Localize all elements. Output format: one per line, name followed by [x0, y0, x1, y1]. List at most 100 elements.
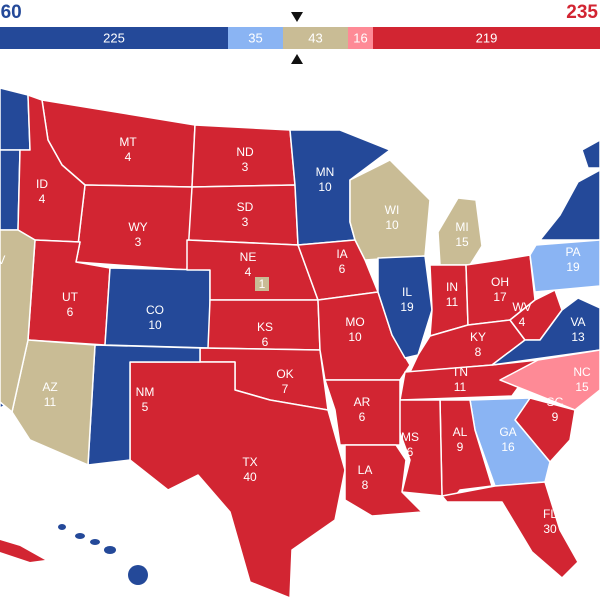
state-abbr: KY — [470, 330, 486, 344]
ev-bar: 225 35 43 16 219 — [0, 27, 600, 49]
state-abbr: WI — [385, 203, 400, 217]
state-ev: 11 — [446, 295, 459, 309]
state-abbr: SC — [547, 395, 564, 409]
island-shape — [104, 546, 116, 554]
island-shape — [58, 524, 66, 530]
state-abbr: NE — [240, 250, 257, 264]
left-total: 260 — [0, 2, 22, 23]
state-abbr: OH — [491, 275, 509, 289]
states — [0, 94, 600, 599]
state-shape — [344, 444, 423, 517]
state-abbr: NC — [573, 365, 591, 379]
state-shape — [129, 361, 346, 599]
state-abbr: MO — [345, 315, 364, 329]
midpoint-arrow-up — [291, 54, 303, 64]
state-abbr: WV — [512, 300, 531, 314]
state-ev: 19 — [400, 300, 414, 314]
state-ev: 9 — [552, 410, 559, 424]
state-abbr: ND — [236, 145, 254, 159]
state-abbr: MS — [401, 430, 419, 444]
state-ev: 4 — [39, 192, 46, 206]
state-abbr: AR — [354, 395, 371, 409]
bar-segment — [283, 27, 348, 49]
state-abbr: CO — [146, 303, 164, 317]
state-shape — [529, 239, 600, 293]
state-ev: 3 — [242, 215, 249, 229]
island-shape — [90, 539, 100, 545]
bar-segment — [0, 27, 228, 49]
bar-segment — [373, 27, 600, 49]
state-ev: 4 — [519, 315, 526, 329]
bar-segment — [228, 27, 283, 49]
state-abbr: MT — [119, 135, 137, 149]
state-abbr: VA — [570, 315, 585, 329]
state-ev: 16 — [501, 440, 515, 454]
state-abbr: MN — [316, 165, 335, 179]
state-abbr: PA — [565, 245, 580, 259]
state-ev: 6 — [407, 445, 414, 459]
state-ev: 19 — [566, 260, 580, 274]
state-ev: 3 — [135, 235, 142, 249]
state-abbr: IL — [402, 285, 412, 299]
state-ev: 17 — [493, 290, 507, 304]
state-ev: 5 — [142, 400, 149, 414]
state-ev: 7 — [282, 382, 289, 396]
state-shape — [441, 481, 579, 579]
bar-segment-label: 225 — [103, 30, 125, 45]
state-abbr: TX — [242, 455, 257, 469]
state-shape — [491, 297, 600, 366]
right-total: 235 — [566, 2, 598, 23]
bar-segment-label: 43 — [308, 30, 322, 45]
state-shape — [377, 255, 433, 359]
state-shape — [0, 229, 36, 413]
state-abbr: IA — [336, 247, 347, 261]
bar-segment — [348, 27, 373, 49]
state-ev: 4 — [125, 150, 132, 164]
state-ev: 6 — [262, 335, 269, 349]
state-abbr: IN — [446, 280, 458, 294]
state-abbr: OK — [276, 367, 293, 381]
state-ev: 15 — [455, 235, 469, 249]
state-ev: 6 — [0, 268, 1, 282]
state-ev: 9 — [457, 440, 464, 454]
state-shape — [0, 87, 31, 151]
state-abbr: GA — [499, 425, 516, 439]
state-ev: 6 — [339, 262, 346, 276]
state-ev: 10 — [385, 218, 399, 232]
state-ev: 15 — [575, 380, 589, 394]
bar-segment-label: 219 — [476, 30, 498, 45]
state-ev: 11 — [454, 380, 467, 394]
state-shape — [0, 149, 21, 231]
state-abbr: AZ — [42, 380, 57, 394]
district-ev: 1 — [259, 277, 266, 291]
state-ev: 30 — [543, 522, 557, 536]
state-ev: 3 — [242, 160, 249, 174]
state-shape — [581, 139, 600, 169]
state-ev: 40 — [243, 470, 257, 484]
state-abbr: HI — [112, 563, 124, 577]
state-abbr: TN — [452, 365, 468, 379]
state-abbr: AL — [453, 425, 468, 439]
alaska-shape — [0, 540, 45, 562]
state-ev: 6 — [359, 410, 366, 424]
bar-segment-label: 16 — [353, 30, 367, 45]
state-ev: 8 — [362, 478, 369, 492]
state-ev: 10 — [348, 330, 362, 344]
state-abbr: NV — [0, 253, 5, 267]
state-abbr: FL — [543, 507, 557, 521]
state-abbr: NM — [136, 385, 155, 399]
state-abbr: MI — [455, 220, 468, 234]
state-ev: 10 — [318, 180, 332, 194]
state-ev: 4 — [245, 265, 252, 279]
state-abbr: UT — [62, 290, 79, 304]
bar-segment-label: 35 — [248, 30, 262, 45]
state-abbr: KS — [257, 320, 273, 334]
state-ev: 13 — [571, 330, 585, 344]
state-ev: 8 — [475, 345, 482, 359]
state-ev: 11 — [44, 395, 57, 409]
state-ev: 6 — [67, 305, 74, 319]
state-abbr: WY — [128, 220, 147, 234]
state-ev: 10 — [148, 318, 162, 332]
island-shape — [75, 533, 85, 539]
state-shape — [499, 349, 600, 411]
